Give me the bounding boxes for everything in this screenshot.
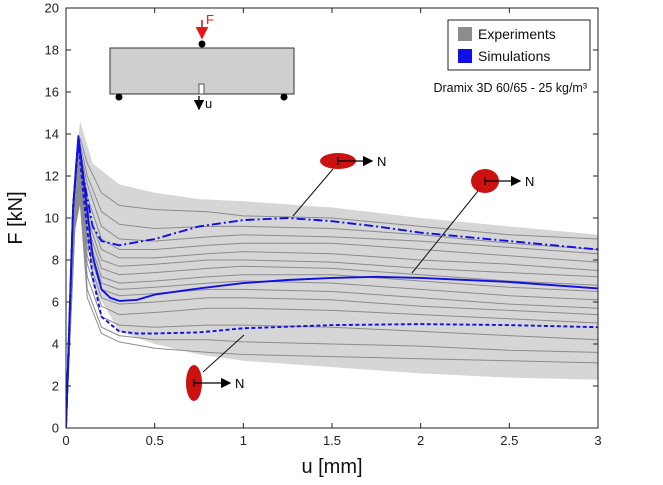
marker-label-high: N <box>377 154 386 169</box>
marker-high: N <box>292 153 386 217</box>
x-axis-label: u [mm] <box>301 456 362 478</box>
experiment-curve-15 <box>66 201 598 428</box>
experiment-curve-7 <box>66 167 598 428</box>
leader-line-low <box>202 334 245 373</box>
simulation-curve-dashed <box>66 141 598 428</box>
y-tick-label: 14 <box>45 127 59 142</box>
y-tick-label: 4 <box>52 337 59 352</box>
legend-swatch-simulations <box>458 49 472 63</box>
right-support <box>280 93 288 101</box>
x-tick-label: 0 <box>62 433 69 448</box>
y-tick-label: 6 <box>52 295 59 310</box>
y-tick-label: 8 <box>52 253 59 268</box>
load-point <box>198 40 206 48</box>
experiment-curve-11 <box>66 184 598 428</box>
x-axis-ticks: 0 0.5 1 1.5 2 2.5 3 <box>62 8 602 448</box>
experiment-curve-1 <box>66 138 598 428</box>
y-tick-label: 20 <box>45 1 59 16</box>
experiment-curve-12 <box>66 188 598 428</box>
simulation-curves <box>66 135 598 428</box>
x-tick-label: 0.5 <box>146 433 164 448</box>
x-tick-label: 3 <box>594 433 601 448</box>
legend-label-simulations: Simulations <box>478 48 550 64</box>
legend: Experiments Simulations <box>447 19 591 71</box>
experiment-curve-8 <box>66 171 598 428</box>
material-annotation: Dramix 3D 60/65 - 25 kg/m³ <box>433 81 587 95</box>
x-tick-label: 2 <box>417 433 424 448</box>
marker-mid: N <box>411 169 534 274</box>
x-tick-label: 2.5 <box>500 433 518 448</box>
x-tick-label: 1 <box>240 433 247 448</box>
simulation-curve-solid <box>66 135 598 428</box>
x-tick-label: 1.5 <box>323 433 341 448</box>
experiment-curve-14 <box>66 196 598 428</box>
y-axis-ticks: 0 2 4 6 8 10 12 14 16 18 20 <box>45 1 598 436</box>
legend-swatch-experiments <box>458 27 472 41</box>
notch <box>198 83 205 95</box>
y-tick-label: 2 <box>52 379 59 394</box>
marker-low: N <box>186 334 245 401</box>
left-support <box>115 93 123 101</box>
force-label: F <box>206 12 214 27</box>
y-axis-label: F [kN] <box>5 191 27 244</box>
experiment-curve-9 <box>66 175 598 428</box>
y-tick-label: 18 <box>45 43 59 58</box>
beam-inset: F u <box>109 12 295 111</box>
legend-label-experiments: Experiments <box>478 26 556 42</box>
y-tick-label: 16 <box>45 85 59 100</box>
displacement-label: u <box>205 96 212 111</box>
leader-line-mid <box>411 190 479 274</box>
marker-label-low: N <box>235 376 244 391</box>
leader-line-high <box>292 168 334 217</box>
experiment-curve-13 <box>66 192 598 428</box>
marker-label-mid: N <box>525 174 534 189</box>
y-tick-label: 10 <box>45 211 59 226</box>
experiment-curve-10 <box>66 180 598 428</box>
y-tick-label: 0 <box>52 421 59 436</box>
y-tick-label: 12 <box>45 169 59 184</box>
